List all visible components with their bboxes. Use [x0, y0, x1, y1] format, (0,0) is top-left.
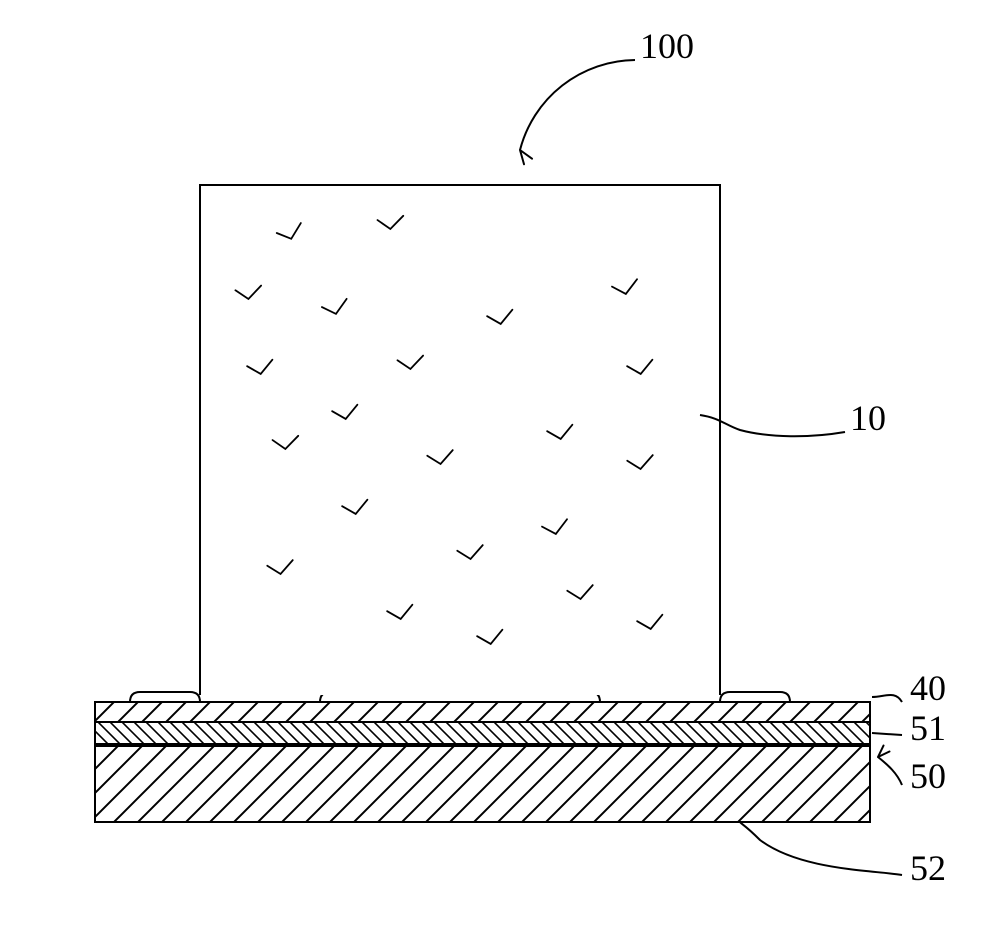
leader-50-arrowhead [878, 746, 889, 757]
leader-10 [700, 415, 845, 436]
leader-52 [740, 822, 902, 875]
label-ref52: 52 [910, 848, 946, 888]
layer-40-tab-2 [720, 692, 790, 702]
layer-51 [95, 722, 870, 744]
leader-50 [878, 757, 902, 785]
block-10 [200, 185, 720, 695]
leader-100 [520, 60, 635, 150]
leader-51 [872, 733, 902, 735]
label-ref40: 40 [910, 668, 946, 708]
layer-40-tab-0 [130, 692, 200, 702]
leader-40 [872, 695, 902, 702]
label-ref10: 10 [850, 398, 886, 438]
layer-52 [95, 746, 870, 822]
leader-100-arrowhead [520, 150, 532, 164]
layer-40 [95, 702, 870, 722]
label-ref50: 50 [910, 756, 946, 796]
label-ref51: 51 [910, 708, 946, 748]
label-ref100: 100 [640, 26, 694, 66]
